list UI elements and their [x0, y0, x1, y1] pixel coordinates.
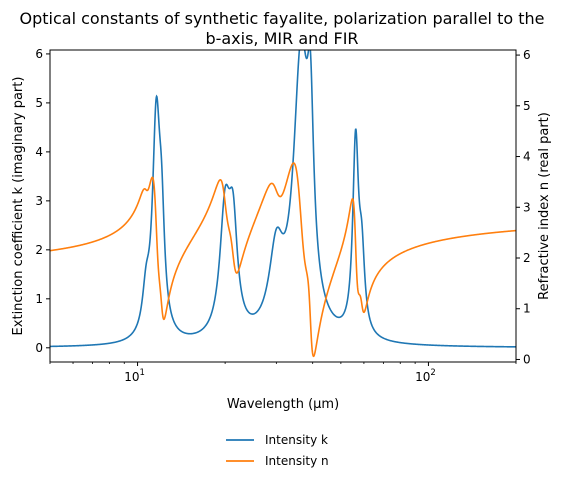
left-y-tick-label: 5 [35, 96, 43, 110]
plot-frame [49, 49, 517, 363]
legend-label: Intensity n [265, 454, 329, 468]
right-y-tick-label: 2 [523, 251, 531, 265]
left-y-tick-label: 4 [35, 145, 43, 159]
legend: Intensity k Intensity n [226, 433, 329, 468]
right-y-tick-label: 0 [523, 352, 531, 366]
left-y-axis-label: Extinction coefficient k (imaginary part… [11, 77, 26, 336]
series-line-n [50, 162, 516, 358]
right-y-axis-label: Refractive index n (real part) [537, 112, 552, 300]
right-y-tick-label: 3 [523, 200, 531, 214]
right-y-tick-label: 6 [523, 48, 531, 62]
chart-title-line-1: Optical constants of synthetic fayalite,… [20, 9, 545, 28]
series-layer [50, 50, 516, 358]
right-y-tick-label: 5 [523, 99, 531, 113]
left-y-tick-label: 2 [35, 243, 43, 257]
left-y-tick-label: 0 [35, 341, 43, 355]
left-y-tick-label: 1 [35, 292, 43, 306]
chart-title-line-2: b-axis, MIR and FIR [205, 29, 358, 48]
x-tick-label: 101 [124, 368, 145, 384]
legend-label: Intensity k [265, 433, 328, 447]
x-tick-label: 102 [415, 368, 436, 384]
x-axis-label: Wavelength (μm) [227, 397, 339, 412]
left-y-tick-label: 6 [35, 47, 43, 61]
left-y-tick-label: 3 [35, 194, 43, 208]
right-y-tick-label: 1 [523, 302, 531, 316]
series-line-k [50, 50, 516, 348]
right-y-tick-label: 4 [523, 150, 531, 164]
tick-layer: 101 102 0 1 2 3 4 5 6 0 1 2 3 4 5 6 [35, 47, 530, 384]
